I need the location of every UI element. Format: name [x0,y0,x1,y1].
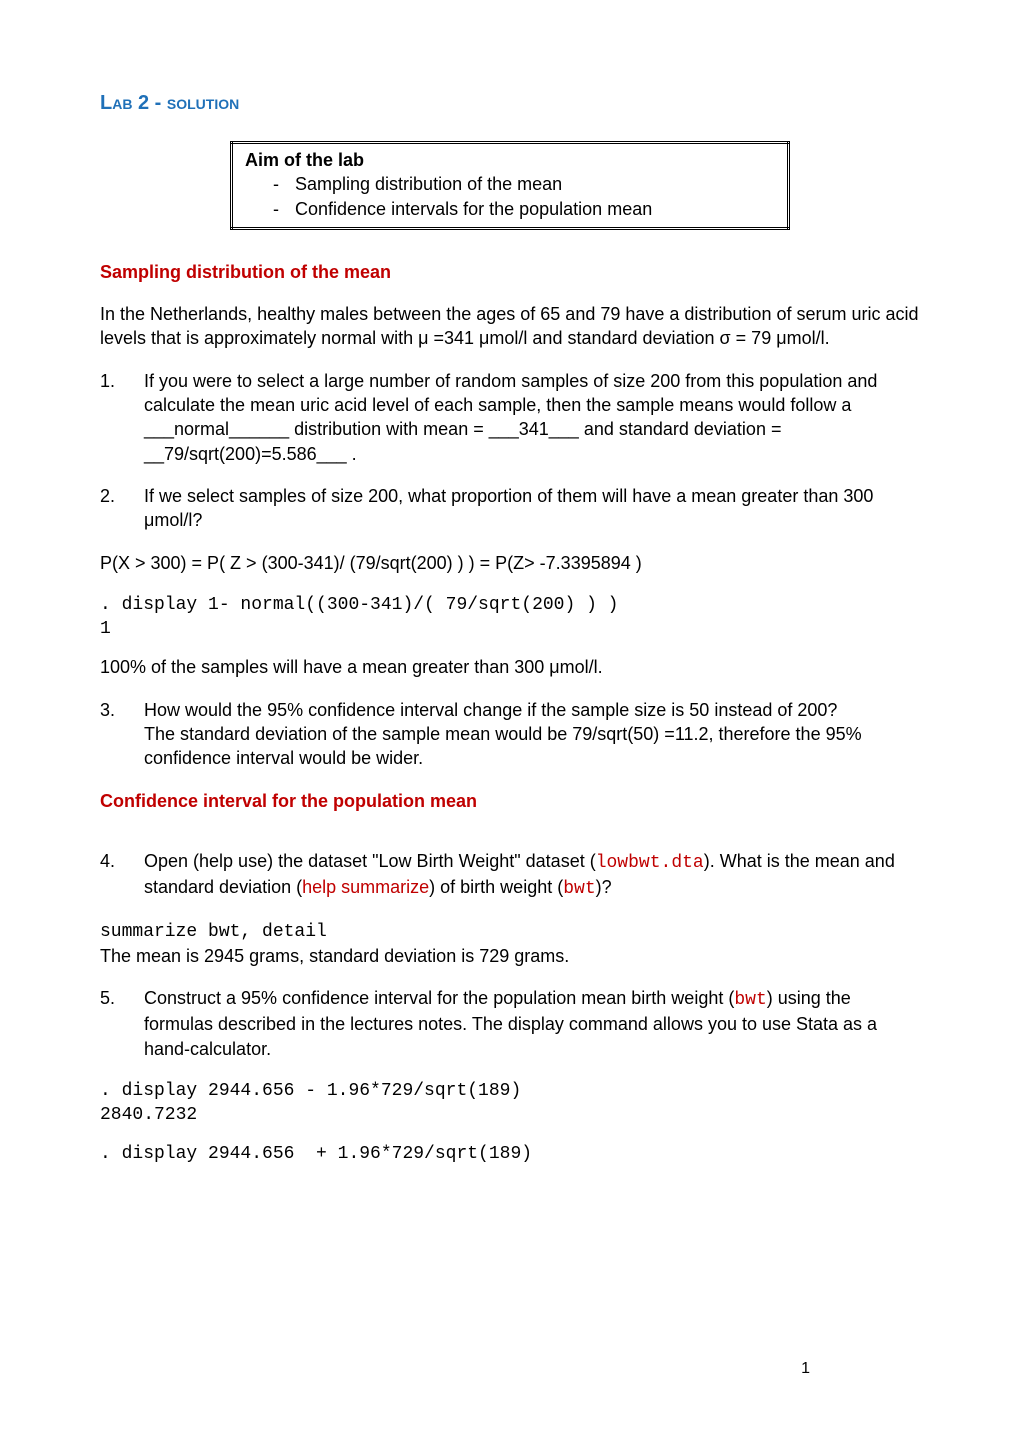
q4-code-1: lowbwt.dta [596,853,704,873]
q5-code-block-2: . display 2944.656 + 1.96*729/sqrt(189) [100,1142,920,1166]
doc-title: Lab 2 - solution [100,90,920,117]
question-1: 1. If you were to select a large number … [100,369,920,466]
aim-heading: Aim of the lab [245,148,775,172]
q-number: 5. [100,986,144,1061]
q-number: 2. [100,484,144,533]
q4-post: )? [596,877,612,897]
q3-text: How would the 95% confidence interval ch… [144,700,837,720]
question-2: 2. If we select samples of size 200, wha… [100,484,920,533]
q-body: If you were to select a large number of … [144,369,920,466]
q2-code-block: . display 1- normal((300-341)/( 79/sqrt(… [100,593,920,642]
title-part-1: Lab 2 - [100,92,167,114]
question-3: 3. How would the 95% confidence interval… [100,698,920,771]
q4-code-block: summarize bwt, detail [100,920,920,944]
aim-item: Sampling distribution of the mean [273,172,775,196]
q4-help: help summarize [302,877,429,897]
q5-code-block-1: . display 2944.656 - 1.96*729/sqrt(189) … [100,1079,920,1128]
q3-answer: The standard deviation of the sample mea… [144,724,862,768]
q2-calc: P(X > 300) = P( Z > (300-341)/ (79/sqrt(… [100,551,920,575]
question-4: 4. Open (help use) the dataset "Low Birt… [100,849,920,902]
q-number: 3. [100,698,144,771]
q4-pre: Open (help use) the dataset "Low Birth W… [144,851,596,871]
q4-code-2: bwt [563,879,595,899]
q4-mid2: ) of birth weight ( [429,877,563,897]
q4-answer: The mean is 2945 grams, standard deviati… [100,944,920,968]
aim-box: Aim of the lab Sampling distribution of … [230,141,790,230]
section-heading-2: Confidence interval for the population m… [100,789,920,813]
q5-pre: Construct a 95% confidence interval for … [144,988,734,1008]
aim-list: Sampling distribution of the mean Confid… [273,172,775,221]
q2-answer: 100% of the samples will have a mean gre… [100,655,920,679]
q5-code: bwt [734,990,766,1010]
section-heading-1: Sampling distribution of the mean [100,260,920,284]
q-body: If we select samples of size 200, what p… [144,484,920,533]
q-body: How would the 95% confidence interval ch… [144,698,920,771]
q-body: Open (help use) the dataset "Low Birth W… [144,849,920,902]
q-number: 1. [100,369,144,466]
title-part-2: solution [167,92,239,114]
intro-paragraph: In the Netherlands, healthy males betwee… [100,302,920,351]
page-number: 1 [801,1358,810,1380]
aim-item: Confidence intervals for the population … [273,197,775,221]
q-body: Construct a 95% confidence interval for … [144,986,920,1061]
question-5: 5. Construct a 95% confidence interval f… [100,986,920,1061]
q-number: 4. [100,849,144,902]
